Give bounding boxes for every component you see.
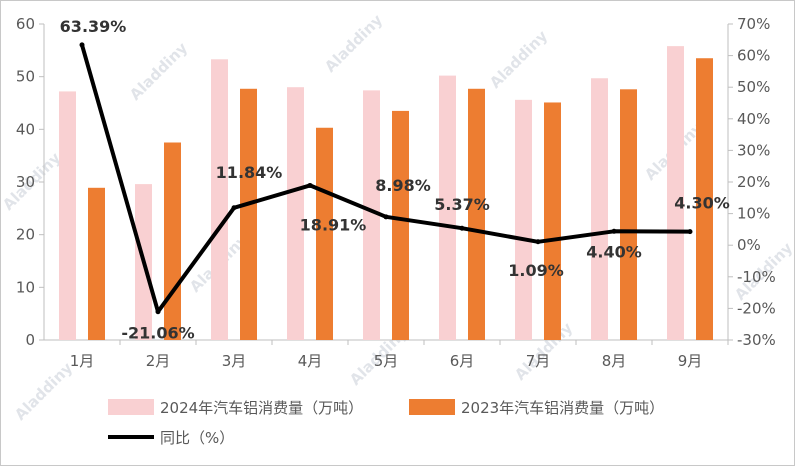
bar-2023 xyxy=(164,142,181,340)
y-right-tick-label: 30% xyxy=(737,141,770,159)
bar-2024 xyxy=(591,78,608,340)
bar-2024 xyxy=(59,91,76,340)
legend-swatch xyxy=(409,399,455,415)
yoy-data-label: 4.40% xyxy=(586,242,642,261)
bar-2024 xyxy=(667,46,684,341)
y-right-tick-label: 50% xyxy=(737,78,770,96)
yoy-data-label: 63.39% xyxy=(60,17,127,36)
yoy-point xyxy=(687,229,693,235)
y-right-tick-label: 40% xyxy=(737,110,770,128)
bar-2023 xyxy=(620,89,637,340)
y-left-tick-label: 50 xyxy=(16,68,35,86)
x-tick-label: 5月 xyxy=(374,352,399,370)
bar-2023 xyxy=(468,88,485,340)
yoy-data-label: 4.30% xyxy=(674,194,730,213)
y-left-tick-label: 30 xyxy=(16,173,35,191)
y-right-tick-label: 0% xyxy=(737,236,761,254)
watermark: Aladdiny xyxy=(11,359,76,424)
y-right-tick-label: 10% xyxy=(737,205,770,223)
bar-2024 xyxy=(211,59,228,340)
yoy-point xyxy=(79,42,85,48)
bar-2023 xyxy=(316,127,333,341)
yoy-point xyxy=(155,309,161,315)
y-right-tick-label: 20% xyxy=(737,173,770,191)
y-right-tick-label: -10% xyxy=(737,268,776,286)
yoy-data-label: 18.91% xyxy=(300,215,367,234)
bar-2023 xyxy=(240,88,257,340)
y-left-tick-label: 40 xyxy=(16,120,35,138)
yoy-point xyxy=(535,239,541,245)
x-tick-label: 1月 xyxy=(70,352,95,370)
y-right-tick-label: 60% xyxy=(737,47,770,65)
yoy-data-label: -21.06% xyxy=(121,324,194,343)
x-tick-label: 8月 xyxy=(602,352,627,370)
yoy-point xyxy=(459,225,465,231)
y-left-tick-label: 20 xyxy=(16,226,35,244)
x-tick-label: 2月 xyxy=(146,352,171,370)
legend-label: 同比（%） xyxy=(160,429,234,447)
yoy-data-label: 11.84% xyxy=(216,163,283,182)
bar-2023 xyxy=(88,187,105,340)
watermark: Aladdiny xyxy=(321,11,386,76)
bar-2023 xyxy=(544,102,561,341)
x-tick-label: 7月 xyxy=(526,352,551,370)
x-tick-label: 6月 xyxy=(450,352,475,370)
yoy-point xyxy=(307,182,313,188)
watermark: Aladdiny xyxy=(126,39,191,104)
bar-2024 xyxy=(515,99,532,340)
yoy-point xyxy=(383,214,389,220)
y-right-tick-label: -30% xyxy=(737,331,776,349)
y-right-tick-label: -20% xyxy=(737,299,776,317)
x-tick-label: 3月 xyxy=(222,352,247,370)
legend-swatch xyxy=(108,399,154,415)
watermark: Aladdiny xyxy=(486,27,551,92)
yoy-data-label: 8.98% xyxy=(375,176,431,195)
yoy-point xyxy=(611,228,617,234)
legend-label: 2024年汽车铝消费量（万吨） xyxy=(160,399,363,417)
y-left-tick-label: 60 xyxy=(16,15,35,33)
bar-2024 xyxy=(287,87,304,340)
bar-2024 xyxy=(439,75,456,340)
yoy-data-label: 1.09% xyxy=(508,261,564,280)
legend-label: 2023年汽车铝消费量（万吨） xyxy=(461,399,664,417)
bar-2023 xyxy=(696,58,713,340)
yoy-point xyxy=(231,205,237,211)
yoy-data-label: 5.37% xyxy=(434,195,490,214)
y-right-tick-label: 70% xyxy=(737,15,770,33)
y-left-tick-label: 10 xyxy=(16,278,35,296)
bar-2023 xyxy=(392,110,409,341)
x-tick-label: 4月 xyxy=(298,352,323,370)
x-tick-label: 9月 xyxy=(678,352,703,370)
y-left-tick-label: 0 xyxy=(25,331,35,349)
bar-2024 xyxy=(363,90,380,340)
